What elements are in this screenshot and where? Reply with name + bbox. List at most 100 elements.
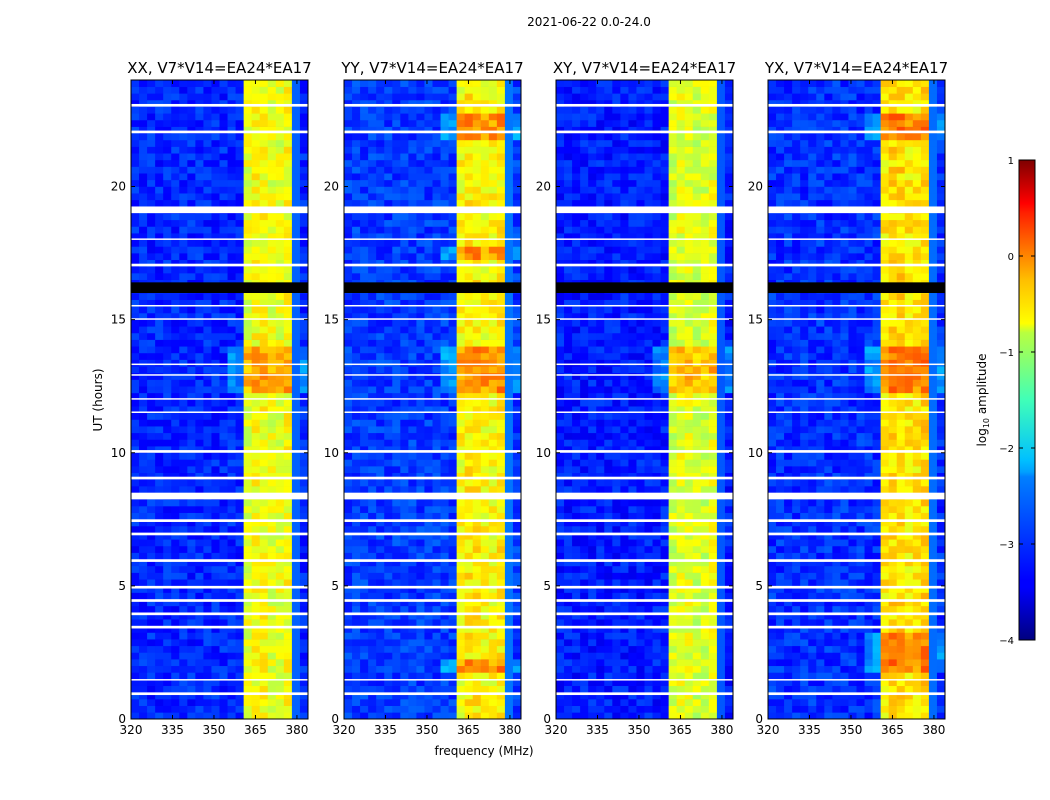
heatmap-cell <box>424 99 433 107</box>
heatmap-cell <box>155 699 164 706</box>
heatmap-cell <box>628 685 637 693</box>
heatmap-cell <box>299 199 309 207</box>
heatmap-cell <box>472 412 482 420</box>
heatmap-cell <box>187 299 196 307</box>
heatmap-cell <box>440 659 449 667</box>
heatmap-cell <box>344 672 353 680</box>
heatmap-cell <box>464 572 474 580</box>
heatmap-cell <box>716 632 726 640</box>
heatmap-cell <box>259 552 269 560</box>
heatmap-cell <box>275 213 285 221</box>
heatmap-cell <box>612 659 621 667</box>
heatmap-cell <box>392 426 401 434</box>
heatmap-cell <box>243 625 252 633</box>
heatmap-cell <box>344 153 353 161</box>
heatmap-cell <box>368 246 377 254</box>
heatmap-cell <box>456 119 465 127</box>
heatmap-cell <box>299 459 309 467</box>
heatmap-cell <box>360 326 369 334</box>
heatmap-cell <box>512 266 522 274</box>
heatmap-cell <box>400 446 409 454</box>
heatmap-cell <box>179 572 188 580</box>
heatmap-cell <box>464 266 474 274</box>
heatmap-cell <box>243 692 252 700</box>
heatmap-cell <box>440 406 449 414</box>
heatmap-cell <box>131 599 140 607</box>
heatmap-cell <box>211 339 220 347</box>
heatmap-cell <box>448 672 457 680</box>
heatmap-cell <box>131 452 140 460</box>
heatmap-cell <box>299 499 309 507</box>
heatmap-cell <box>187 486 196 493</box>
heatmap-cell <box>604 532 613 540</box>
heatmap-cell <box>291 412 301 420</box>
heatmap-cell <box>139 579 148 587</box>
heatmap-cell <box>131 466 140 474</box>
heatmap-cell <box>163 619 172 627</box>
heatmap-cell <box>392 93 401 101</box>
heatmap-cell <box>644 552 653 560</box>
heatmap-cell <box>299 679 309 687</box>
heatmap-cell <box>219 652 228 660</box>
heatmap-cell <box>504 452 514 460</box>
heatmap-cell <box>163 80 172 87</box>
heatmap-cell <box>376 173 385 181</box>
heatmap-cell <box>448 512 457 520</box>
heatmap-cell <box>456 293 465 300</box>
heatmap-cell <box>344 712 353 720</box>
heatmap-cell <box>716 619 726 627</box>
heatmap-cell <box>171 332 180 340</box>
heatmap-cell <box>299 352 309 360</box>
heatmap-cell <box>251 326 261 334</box>
heatmap-cell <box>147 193 156 201</box>
heatmap-cell <box>440 166 449 174</box>
heatmap-cell <box>352 645 361 653</box>
heatmap-cell <box>496 685 506 693</box>
heatmap-cell <box>432 472 441 480</box>
heatmap-cell <box>456 545 465 553</box>
heatmap-cell <box>432 106 441 114</box>
heatmap-cell <box>464 133 474 141</box>
heatmap-cell <box>692 552 702 560</box>
heatmap-cell <box>652 519 661 527</box>
heatmap-cell <box>235 372 244 380</box>
heatmap-cell <box>464 166 474 174</box>
heatmap-cell <box>243 679 252 687</box>
heatmap-cell <box>448 659 457 667</box>
heatmap-cell <box>464 93 474 101</box>
heatmap-cell <box>360 226 369 234</box>
heatmap-cell <box>259 532 269 540</box>
heatmap-cell <box>299 419 309 427</box>
heatmap-cell <box>219 446 228 454</box>
heatmap-cell <box>652 592 661 600</box>
heatmap-cell <box>147 632 156 640</box>
heatmap-cell <box>163 392 172 400</box>
heatmap-cell <box>195 565 204 573</box>
heatmap-cell <box>408 699 417 706</box>
heatmap-cell <box>432 186 441 194</box>
heatmap-cell <box>291 199 301 207</box>
heatmap-cell <box>352 159 361 167</box>
heatmap-cell <box>267 579 277 587</box>
heatmap-cell <box>243 446 252 454</box>
heatmap-cell <box>179 712 188 720</box>
heatmap-cell <box>432 426 441 434</box>
heatmap-cell <box>203 173 212 181</box>
heatmap-cell <box>352 366 361 374</box>
heatmap-cell <box>163 399 172 407</box>
heatmap-cell <box>564 605 573 613</box>
heatmap-cell <box>432 119 441 127</box>
heatmap-cell <box>432 179 441 187</box>
heatmap-cell <box>179 166 188 174</box>
heatmap-cell <box>155 173 164 181</box>
heatmap-cell <box>195 432 204 440</box>
flagged-row <box>131 450 308 453</box>
heatmap-cell <box>155 685 164 693</box>
heatmap-cell <box>512 565 522 573</box>
heatmap-cell <box>480 432 490 440</box>
heatmap-cell <box>376 472 385 480</box>
heatmap-cell <box>352 399 361 407</box>
heatmap-cell <box>299 652 309 660</box>
heatmap-cell <box>195 226 204 234</box>
heatmap-cell <box>456 239 465 247</box>
